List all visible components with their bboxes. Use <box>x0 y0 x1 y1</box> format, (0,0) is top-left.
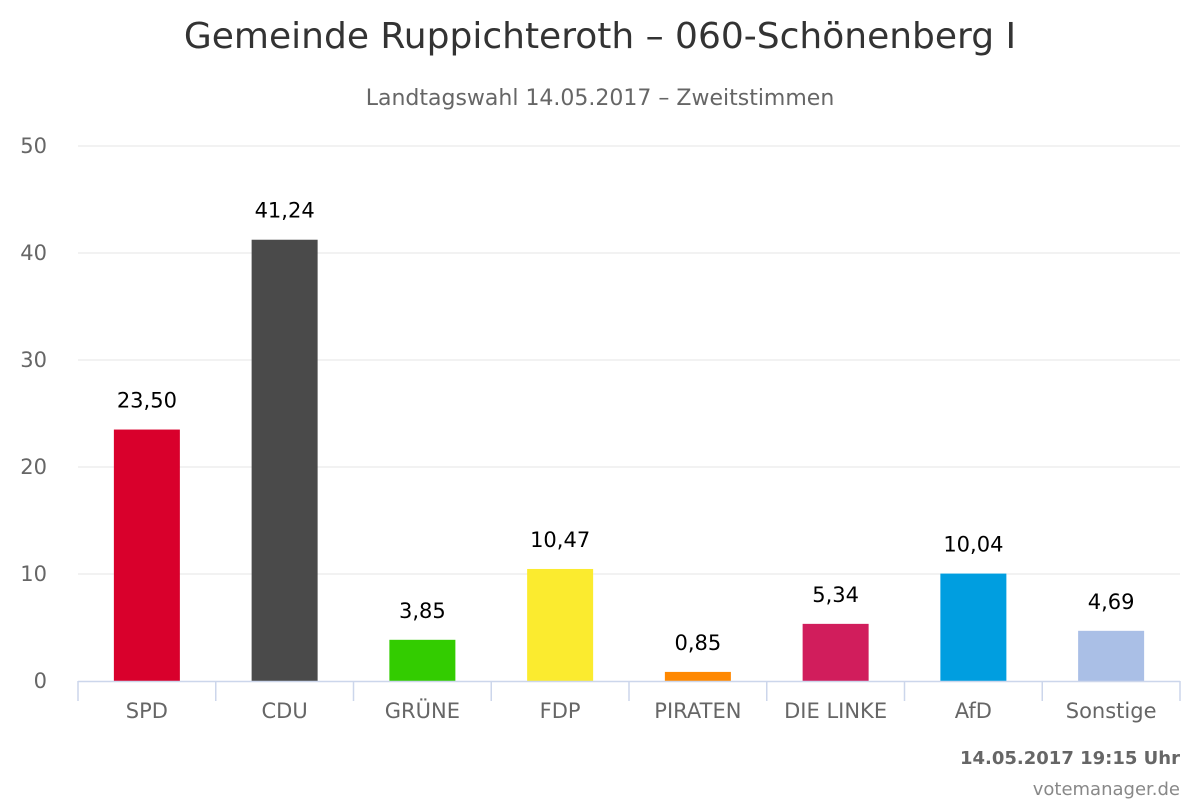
data-label: 3,85 <box>399 599 446 623</box>
x-axis-ticks: SPD CDU GRÜNE FDP PIRATEN DIE LINKE AfD Sonstig… <box>126 698 1157 723</box>
y-tick-label: 10 <box>20 562 47 586</box>
bar-spd[interactable] <box>113 429 180 681</box>
y-axis-ticks: 0 10 20 30 40 50 <box>20 134 47 693</box>
y-tick-label: 40 <box>20 241 47 265</box>
footer-date: 14.05.2017 19:15 Uhr <box>960 748 1180 769</box>
bar-afd[interactable] <box>940 573 1007 681</box>
grid-lines <box>78 145 1180 575</box>
x-axis <box>77 680 1181 701</box>
y-tick-label: 30 <box>20 348 47 372</box>
x-tick-label: GRÜNE <box>385 698 460 723</box>
data-label: 4,69 <box>1088 590 1135 614</box>
data-label: 5,34 <box>812 583 859 607</box>
data-label: 23,50 <box>117 389 177 413</box>
data-labels: 23,50 41,24 3,85 10,47 0,85 5,34 10,04 4,69 <box>117 199 1135 655</box>
footer-credit[interactable]: votemanager.de <box>1033 779 1180 800</box>
data-label: 0,85 <box>674 631 721 655</box>
y-tick-label: 20 <box>20 455 47 479</box>
y-tick-label: 50 <box>20 134 47 158</box>
x-tick-label: PIRATEN <box>654 699 741 723</box>
x-tick-label: AfD <box>955 699 992 723</box>
bars <box>113 239 1145 681</box>
data-label: 41,24 <box>255 199 315 223</box>
data-label: 10,04 <box>943 533 1003 557</box>
x-tick-label: SPD <box>126 699 168 723</box>
x-tick-label: CDU <box>262 699 308 723</box>
chart-subtitle: Landtagswahl 14.05.2017 – Zweitstimmen <box>366 86 835 111</box>
x-tick-label: FDP <box>540 699 581 723</box>
x-tick-label: DIE LINKE <box>784 699 887 723</box>
bar-piraten[interactable] <box>664 671 731 681</box>
chart-title: Gemeinde Ruppichteroth – 060-Schönenberg… <box>184 16 1016 57</box>
bar-fdp[interactable] <box>527 568 594 681</box>
bar-sonstige[interactable] <box>1078 630 1145 681</box>
bar-die-linke[interactable] <box>802 623 869 681</box>
bar-cdu[interactable] <box>251 239 318 681</box>
y-tick-label: 0 <box>34 669 47 693</box>
bar-gr-ne[interactable] <box>389 639 456 681</box>
data-label: 10,47 <box>530 528 590 552</box>
x-tick-label: Sonstige <box>1066 699 1157 723</box>
